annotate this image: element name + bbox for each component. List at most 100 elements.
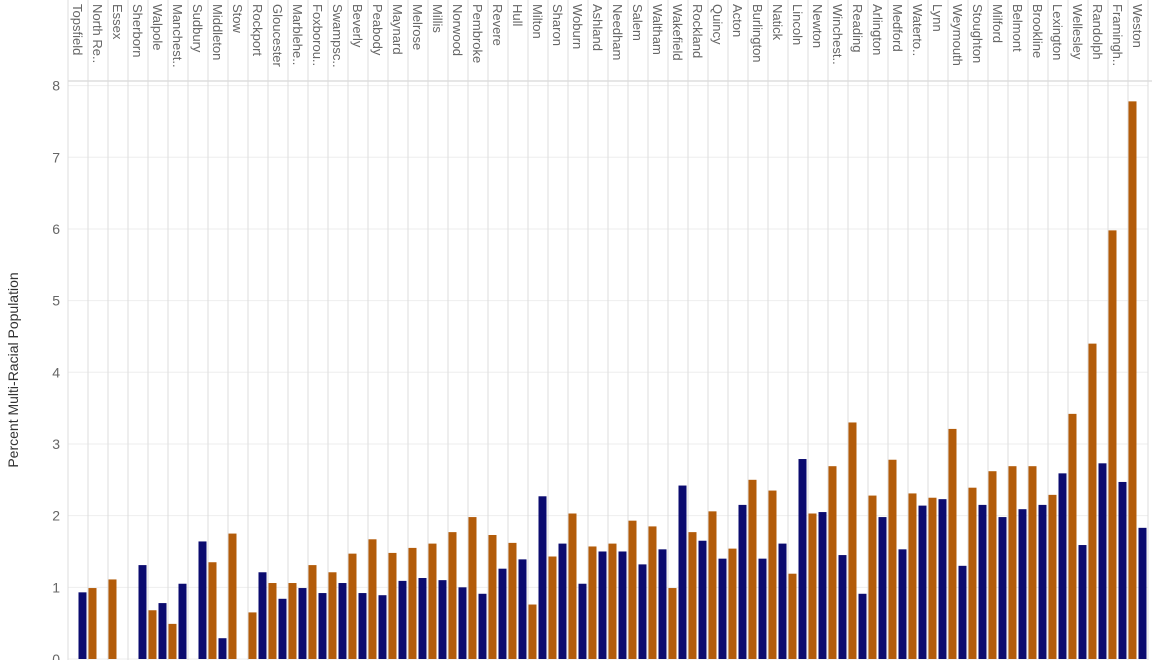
- y-tick-label: 2: [52, 508, 60, 524]
- bar: [288, 583, 297, 659]
- bar: [348, 553, 357, 659]
- bar: [518, 559, 527, 659]
- bar: [198, 541, 207, 659]
- bar: [408, 547, 417, 659]
- bar: [228, 533, 237, 659]
- bar: [1098, 463, 1107, 659]
- bar: [618, 551, 627, 659]
- x-tick-label: Sudbury: [190, 4, 205, 53]
- bar: [108, 579, 117, 659]
- x-tick-label: Winchest..: [830, 4, 845, 65]
- bar: [448, 532, 457, 659]
- bar: [398, 580, 407, 659]
- bar: [808, 513, 817, 659]
- x-tick-label: Gloucester: [270, 4, 285, 68]
- bar: [138, 565, 147, 659]
- bar: [158, 603, 167, 659]
- bar: [648, 526, 657, 659]
- bar: [458, 587, 467, 659]
- x-tick-label: Wakefield: [670, 4, 685, 61]
- bar: [678, 485, 687, 659]
- bar: [318, 593, 327, 659]
- x-tick-label: North Re..: [90, 4, 105, 63]
- x-tick-label: Rockland: [690, 4, 705, 58]
- bar: [388, 552, 397, 659]
- x-tick-label: Belmont: [1010, 4, 1025, 52]
- x-tick-label: Stow: [230, 4, 245, 34]
- x-tick-label: Swampsc..: [330, 4, 345, 68]
- y-tick-label: 1: [52, 579, 60, 595]
- x-tick-label: Manchest..: [170, 4, 185, 68]
- bar: [468, 517, 477, 659]
- bar: [698, 540, 707, 659]
- x-tick-label: Peabody: [370, 4, 385, 56]
- bar: [878, 517, 887, 659]
- x-tick-label: Arlington: [870, 4, 885, 55]
- y-tick-label: 8: [52, 78, 60, 94]
- bar: [938, 499, 947, 659]
- bar: [998, 517, 1007, 659]
- bar: [1048, 494, 1057, 659]
- x-tick-label: Wellesley: [1070, 4, 1085, 60]
- bar: [148, 610, 157, 659]
- x-tick-label: Burlington: [750, 4, 765, 63]
- x-tick-label: Melrose: [410, 4, 425, 50]
- x-tick-label: Weston: [1130, 4, 1145, 48]
- bar: [868, 495, 877, 659]
- bar: [688, 532, 697, 659]
- x-tick-label: Acton: [730, 4, 745, 37]
- bar: [768, 490, 777, 659]
- bar: [478, 593, 487, 659]
- x-tick-label: Lexington: [1050, 4, 1065, 60]
- x-tick-label: Rockport: [250, 4, 265, 56]
- bar: [978, 504, 987, 659]
- bar: [728, 548, 737, 659]
- bar: [508, 542, 517, 659]
- bar: [898, 549, 907, 659]
- bar: [798, 459, 807, 659]
- bar: [338, 583, 347, 659]
- x-tick-label: Lynn: [930, 4, 945, 32]
- bar: [1038, 504, 1047, 659]
- bar: [608, 543, 617, 659]
- bar: [778, 543, 787, 659]
- x-tick-label: Quincy: [710, 4, 725, 45]
- x-tick-label: Ashland: [590, 4, 605, 51]
- bar: [498, 568, 507, 659]
- x-tick-label: Woburn: [570, 4, 585, 49]
- bar: [88, 588, 97, 659]
- bar: [1108, 230, 1117, 659]
- bar: [548, 556, 557, 659]
- bar: [928, 497, 937, 659]
- x-tick-label: Sharon: [550, 4, 565, 46]
- bar: [328, 572, 337, 659]
- bar: [558, 543, 567, 659]
- bar: [748, 479, 757, 659]
- bar: [838, 555, 847, 659]
- bar: [668, 588, 677, 659]
- bar: [598, 551, 607, 659]
- y-tick-label: 7: [52, 149, 60, 165]
- x-tick-label: Foxborou..: [310, 4, 325, 66]
- x-tick-label: Middleton: [210, 4, 225, 60]
- x-tick-label: Maynard: [390, 4, 405, 55]
- bar: [418, 578, 427, 659]
- x-tick-label: Needham: [610, 4, 625, 60]
- bar: [578, 583, 587, 659]
- bar: [168, 623, 177, 659]
- x-tick-label: Medford: [890, 4, 905, 52]
- x-tick-label: Hull: [510, 4, 525, 27]
- bar: [368, 539, 377, 659]
- bar: [378, 595, 387, 659]
- bar: [1058, 473, 1067, 659]
- bar: [298, 588, 307, 659]
- bar: [758, 558, 767, 659]
- bar: [828, 466, 837, 659]
- x-tick-label: Reading: [850, 4, 865, 52]
- bar: [908, 493, 917, 659]
- bar: [858, 593, 867, 659]
- bar: [788, 573, 797, 659]
- bar: [738, 504, 747, 659]
- bar: [948, 428, 957, 659]
- x-tick-label: Milton: [530, 4, 545, 39]
